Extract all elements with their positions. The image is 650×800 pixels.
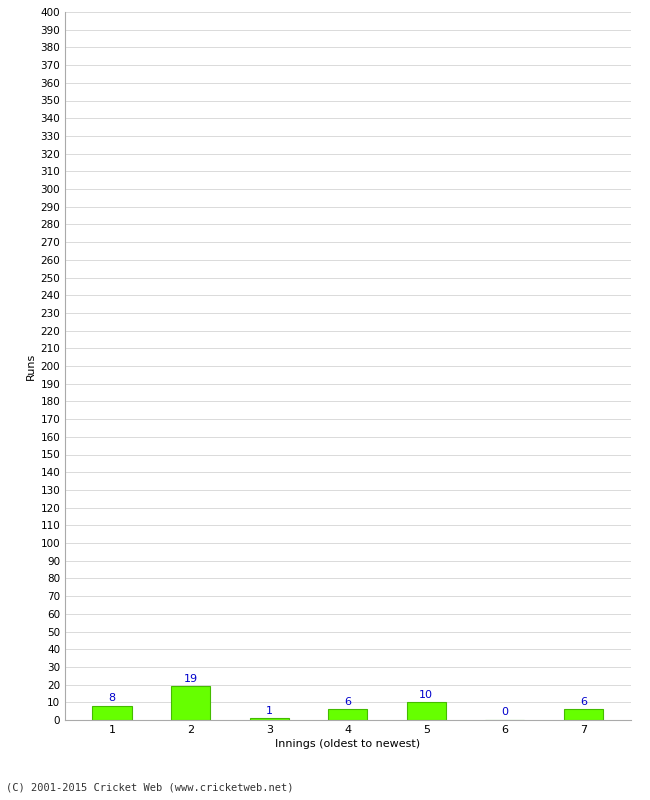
Text: 8: 8 [109, 693, 116, 703]
Bar [92, 706, 132, 720]
Text: 1: 1 [266, 706, 273, 715]
Text: 6: 6 [580, 697, 587, 706]
Bar [171, 686, 211, 720]
Bar [250, 718, 289, 720]
Text: (C) 2001-2015 Cricket Web (www.cricketweb.net): (C) 2001-2015 Cricket Web (www.cricketwe… [6, 782, 294, 792]
X-axis label: Innings (oldest to newest): Innings (oldest to newest) [275, 739, 421, 749]
Text: 0: 0 [501, 707, 508, 718]
Bar [407, 702, 446, 720]
Text: 19: 19 [183, 674, 198, 684]
Y-axis label: Runs: Runs [26, 352, 36, 380]
Text: 10: 10 [419, 690, 434, 700]
Text: 6: 6 [344, 697, 351, 706]
Bar [564, 710, 603, 720]
Bar [328, 710, 367, 720]
